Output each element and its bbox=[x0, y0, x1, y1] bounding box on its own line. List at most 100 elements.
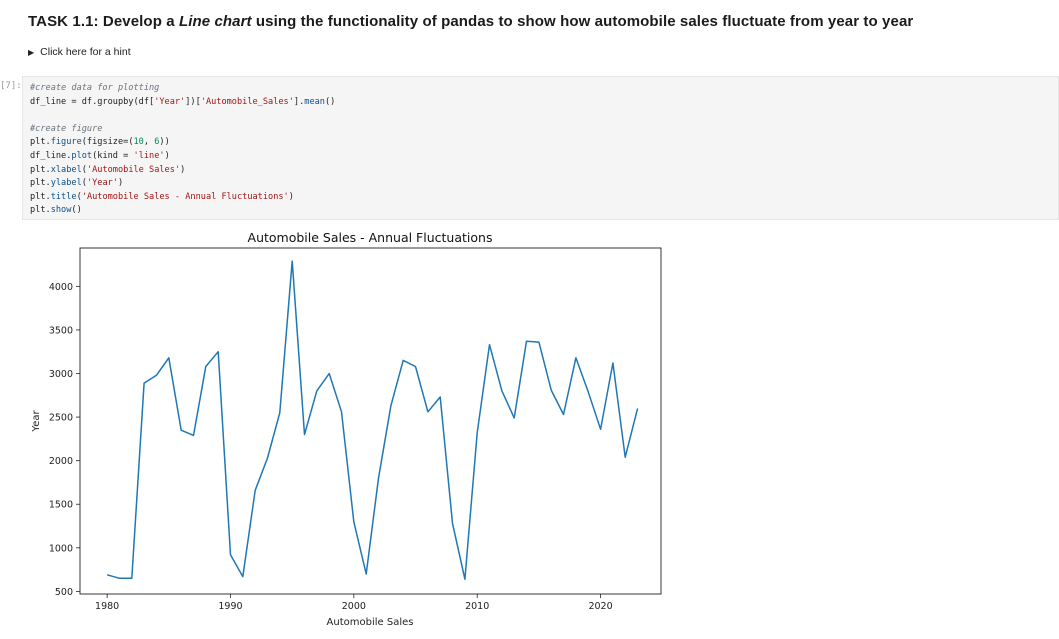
chart-title: Automobile Sales - Annual Fluctuations bbox=[248, 230, 493, 245]
data-point bbox=[365, 573, 367, 575]
data-point bbox=[254, 489, 256, 491]
code-line: plt.figure(figsize=(10, 6)) bbox=[30, 137, 170, 147]
data-point bbox=[402, 359, 404, 361]
code-token: plt. bbox=[30, 205, 51, 216]
code-token: )) bbox=[159, 137, 170, 148]
data-point bbox=[414, 365, 416, 367]
code-editor[interactable]: #create data for plotting df_line = df.g… bbox=[30, 82, 335, 218]
code-token: figure bbox=[50, 137, 82, 148]
code-token: 10 bbox=[133, 137, 144, 148]
x-tick-label: 2020 bbox=[588, 601, 612, 612]
code-line: df_line = df.groupby(df['Year'])['Automo… bbox=[30, 97, 335, 107]
data-point bbox=[217, 351, 219, 353]
y-tick-label: 1500 bbox=[49, 500, 73, 511]
disclosure-triangle-icon: ▶ bbox=[28, 48, 35, 57]
code-token: 'Automobile Sales - Annual Fluctuations' bbox=[81, 191, 289, 202]
code-token: #create data for plotting bbox=[30, 83, 160, 93]
code-token: df_line. bbox=[30, 150, 72, 161]
code-token: ) bbox=[164, 150, 170, 161]
code-token: 'line' bbox=[133, 150, 165, 161]
code-token: (kind = bbox=[92, 150, 134, 161]
x-tick-label: 2010 bbox=[465, 601, 489, 612]
data-point bbox=[168, 357, 170, 359]
code-token: title bbox=[50, 191, 77, 202]
hint-toggle[interactable]: ▶ Click here for a hint bbox=[28, 46, 131, 58]
y-axis-ticks: 500 1000 1500 2000 2500 3000 3500 4000 bbox=[49, 282, 80, 598]
x-axis-ticks: 1980 1990 2000 2010 2020 bbox=[95, 594, 613, 612]
task-title-prefix: TASK 1.1: Develop a bbox=[28, 13, 179, 30]
y-tick-label: 3500 bbox=[49, 325, 73, 336]
data-point bbox=[501, 390, 503, 392]
code-token: ]. bbox=[293, 96, 305, 107]
y-tick-label: 4000 bbox=[49, 282, 73, 293]
data-point bbox=[131, 577, 133, 579]
code-line: #create data for plotting bbox=[30, 83, 159, 93]
code-token: ( bbox=[81, 178, 87, 189]
code-token: plt. bbox=[30, 178, 51, 189]
code-token: ylabel bbox=[50, 178, 82, 189]
data-point bbox=[538, 341, 540, 343]
task-title: TASK 1.1: Develop a Line chart using the… bbox=[28, 13, 913, 30]
x-axis-label: Automobile Sales bbox=[327, 617, 414, 628]
series-line bbox=[106, 260, 639, 580]
code-token: ( bbox=[81, 164, 87, 175]
code-line: df_line.plot(kind = 'line') bbox=[30, 151, 170, 161]
code-token: , bbox=[143, 137, 155, 148]
code-token: ) bbox=[117, 178, 124, 189]
data-point bbox=[624, 456, 626, 458]
data-points bbox=[106, 260, 639, 581]
data-point bbox=[266, 457, 268, 459]
code-token: 'Automobile Sales' bbox=[86, 164, 181, 175]
data-point bbox=[550, 389, 552, 391]
code-token: ) bbox=[288, 191, 294, 202]
task-title-emphasis: Line chart bbox=[178, 13, 252, 30]
data-point bbox=[377, 477, 379, 479]
data-point bbox=[451, 522, 453, 524]
execution-prompt: [7]: bbox=[0, 81, 22, 91]
data-point bbox=[143, 382, 145, 384]
code-cell[interactable]: #create data for plotting df_line = df.g… bbox=[22, 76, 1059, 220]
code-token: mean bbox=[304, 96, 325, 107]
y-tick-label: 3000 bbox=[49, 369, 73, 380]
code-line: plt.title('Automobile Sales - Annual Flu… bbox=[30, 192, 294, 202]
data-point bbox=[353, 521, 355, 523]
data-point bbox=[390, 405, 392, 407]
plot-frame bbox=[79, 247, 662, 595]
y-tick-label: 1000 bbox=[49, 543, 73, 554]
x-tick-label: 2000 bbox=[342, 601, 366, 612]
x-tick-label: 1990 bbox=[218, 601, 242, 612]
hint-label: Click here for a hint bbox=[40, 46, 131, 58]
code-token: xlabel bbox=[50, 164, 82, 175]
task-title-suffix: using the functionality of pandas to sho… bbox=[251, 13, 914, 30]
x-tick-label: 1980 bbox=[95, 601, 119, 612]
data-point bbox=[599, 428, 601, 430]
code-token: (figsize=( bbox=[81, 137, 134, 148]
code-token: ( bbox=[76, 191, 82, 202]
data-point bbox=[439, 396, 441, 398]
data-point bbox=[328, 372, 330, 374]
data-point bbox=[118, 577, 120, 579]
data-point bbox=[180, 429, 182, 431]
code-token: ])[ bbox=[185, 96, 201, 107]
data-point bbox=[513, 417, 515, 419]
code-token: () bbox=[71, 205, 82, 216]
code-token: #create figure bbox=[30, 123, 103, 134]
data-point bbox=[303, 433, 305, 435]
data-point bbox=[427, 411, 429, 413]
code-token: plt. bbox=[30, 137, 51, 148]
data-point bbox=[242, 575, 244, 577]
y-tick-label: 500 bbox=[55, 587, 73, 598]
data-point bbox=[340, 411, 342, 413]
data-point bbox=[316, 390, 318, 392]
data-point bbox=[575, 357, 577, 359]
data-point bbox=[525, 340, 527, 342]
data-point bbox=[291, 260, 293, 262]
data-point bbox=[106, 574, 108, 576]
code-line: #create figure bbox=[30, 124, 102, 134]
code-token: show bbox=[50, 205, 72, 216]
code-token: () bbox=[324, 96, 336, 107]
code-token: 'Year' bbox=[86, 178, 118, 189]
code-line: plt.ylabel('Year') bbox=[30, 178, 123, 188]
data-point bbox=[155, 374, 157, 376]
code-line: plt.show() bbox=[30, 205, 82, 215]
